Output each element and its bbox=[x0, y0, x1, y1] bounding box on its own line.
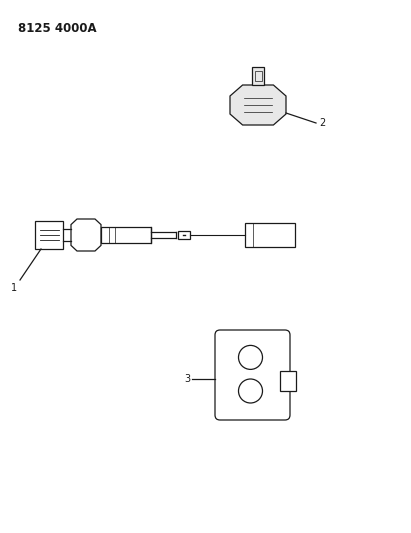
Bar bbox=[245, 223, 295, 247]
Text: 2: 2 bbox=[319, 118, 325, 128]
Bar bbox=[254, 71, 261, 81]
FancyBboxPatch shape bbox=[215, 330, 290, 420]
Text: 1: 1 bbox=[11, 283, 17, 293]
Circle shape bbox=[238, 379, 263, 403]
Text: 3: 3 bbox=[184, 374, 190, 384]
Bar bbox=[101, 227, 151, 243]
Bar bbox=[252, 67, 264, 85]
Polygon shape bbox=[71, 219, 101, 251]
Bar bbox=[178, 231, 190, 239]
Text: 8125 4000A: 8125 4000A bbox=[18, 22, 97, 35]
Bar bbox=[280, 371, 296, 391]
Polygon shape bbox=[230, 85, 286, 125]
Circle shape bbox=[238, 345, 263, 369]
Bar bbox=[35, 221, 63, 249]
